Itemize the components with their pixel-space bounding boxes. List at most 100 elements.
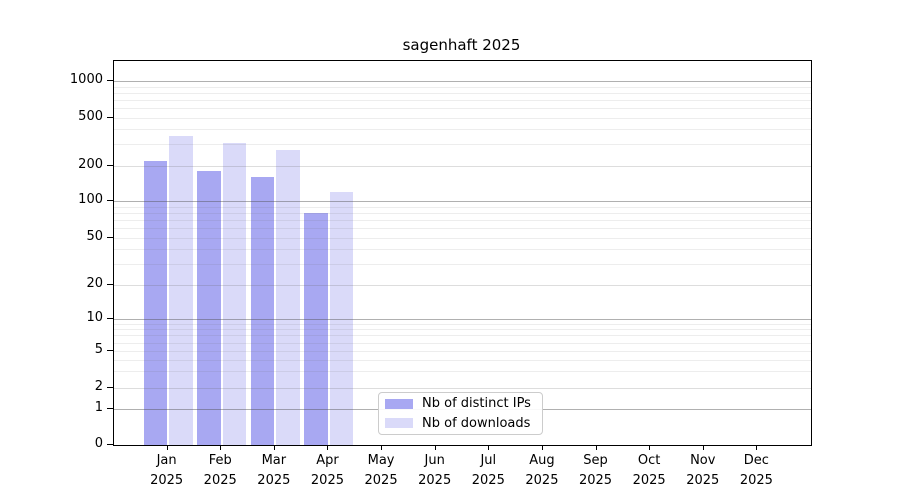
- gridline-y-70: [114, 219, 811, 221]
- y-tick-mark-50: [107, 236, 113, 238]
- legend-item-distinct-ips: Nb of distinct IPs: [385, 395, 536, 413]
- gridline-y-100: [114, 201, 811, 202]
- x-tick-mark-feb: [220, 445, 222, 450]
- y-tick-label-5: 5: [94, 342, 103, 357]
- gridline-y-4: [114, 359, 811, 361]
- gridline-y-2: [114, 387, 811, 389]
- x-tick-month: Nov: [690, 453, 716, 468]
- x-tick-month: Mar: [261, 453, 287, 468]
- x-tick-month: Aug: [529, 453, 555, 468]
- legend-label: Nb of distinct IPs: [422, 396, 531, 412]
- bar-distinct-ips-feb: [197, 171, 221, 445]
- gridline-y-10: [114, 318, 811, 320]
- x-tick-year: 2025: [739, 473, 773, 488]
- x-tick-label-aug: Aug 2025: [510, 451, 574, 491]
- gridline-y-600: [114, 108, 811, 110]
- bar-downloads-jan: [169, 136, 193, 445]
- gridline-y-9: [114, 323, 811, 325]
- gridline-y-200: [114, 165, 811, 167]
- chart-title: sagenhaft 2025: [402, 36, 521, 54]
- x-tick-mark-nov: [702, 445, 704, 450]
- x-tick-mark-may: [381, 445, 383, 450]
- x-tick-label-oct: Oct 2025: [617, 451, 681, 491]
- x-tick-label-jul: Jul 2025: [456, 451, 520, 491]
- x-tick-label-nov: Nov 2025: [671, 451, 735, 491]
- x-tick-label-sep: Sep 2025: [564, 451, 628, 491]
- gridline-y-8: [114, 329, 811, 331]
- y-tick-mark-20: [107, 284, 113, 286]
- x-tick-label-dec: Dec 2025: [724, 451, 788, 491]
- bar-distinct-ips-jan: [143, 160, 168, 445]
- y-tick-label-0: 0: [94, 436, 103, 451]
- x-tick-year: 2025: [418, 473, 452, 488]
- legend-swatch-icon: [385, 418, 413, 429]
- gridline-y-200: [114, 165, 811, 167]
- y-tick-mark-10: [107, 317, 113, 319]
- gridline-y-7: [114, 335, 811, 337]
- bar-distinct-ips-mar: [250, 177, 275, 445]
- y-tick-label-1000: 1000: [69, 72, 103, 87]
- x-tick-label-jan: Jan 2025: [135, 451, 199, 491]
- x-tick-month: Oct: [637, 453, 661, 468]
- x-tick-label-feb: Feb 2025: [188, 451, 252, 491]
- y-tick-mark-500: [107, 116, 113, 118]
- x-tick-mark-aug: [541, 445, 543, 450]
- legend-item-downloads: Nb of downloads: [385, 415, 536, 433]
- x-tick-mark-jan: [166, 445, 168, 450]
- x-tick-year: 2025: [578, 473, 613, 488]
- x-tick-mark-oct: [649, 445, 651, 450]
- y-tick-label-2: 2: [94, 378, 103, 394]
- y-tick-label-500: 500: [78, 108, 103, 124]
- gridline-y-6: [114, 342, 811, 344]
- bar-downloads-apr: [329, 191, 354, 445]
- y-tick-label-50: 50: [86, 228, 103, 244]
- x-tick-year: 2025: [310, 473, 344, 488]
- gridline-y-400: [114, 129, 811, 131]
- x-tick-mark-dec: [756, 445, 758, 450]
- y-tick-label-100: 100: [78, 192, 103, 207]
- x-tick-month: Dec: [743, 453, 769, 468]
- y-tick-label-1: 1: [94, 400, 103, 416]
- x-tick-year: 2025: [471, 473, 505, 488]
- gridline-y-5: [114, 351, 811, 352]
- x-tick-mark-mar: [273, 445, 275, 450]
- gridline-y-800: [114, 92, 811, 94]
- x-tick-mark-apr: [327, 445, 329, 450]
- legend-swatch-icon: [385, 398, 413, 409]
- x-tick-year: 2025: [364, 473, 398, 488]
- y-tick-mark-1000: [107, 80, 113, 81]
- gridline-y-20: [114, 285, 811, 287]
- y-tick-mark-2: [107, 386, 113, 388]
- gridline-y-60: [114, 228, 811, 230]
- gridline-y-90: [114, 206, 811, 208]
- gridline-y-1000: [114, 81, 811, 82]
- x-tick-year: 2025: [203, 473, 237, 488]
- x-tick-year: 2025: [525, 473, 559, 488]
- x-tick-label-mar: Mar 2025: [242, 451, 306, 491]
- gridline-y-3: [114, 371, 811, 373]
- y-tick-mark-100: [107, 200, 113, 201]
- x-tick-month: May: [367, 453, 395, 468]
- y-tick-mark-200: [107, 164, 113, 166]
- x-tick-year: 2025: [257, 473, 291, 488]
- y-tick-mark-0: [107, 444, 113, 445]
- bar-downloads-mar: [276, 149, 300, 445]
- gridline-y-900: [114, 86, 811, 88]
- bar-distinct-ips-apr: [304, 212, 328, 445]
- gridline-y-80: [114, 212, 811, 214]
- y-tick-label-10: 10: [86, 309, 103, 325]
- x-tick-year: 2025: [686, 473, 720, 488]
- x-tick-month: Feb: [208, 453, 232, 468]
- gridline-y-20: [114, 285, 811, 287]
- x-tick-mark-sep: [595, 445, 597, 450]
- y-tick-label-200: 200: [78, 156, 103, 172]
- y-tick-label-20: 20: [86, 276, 103, 292]
- x-tick-month: Apr: [316, 453, 339, 468]
- gridline-y-2: [114, 387, 811, 389]
- x-tick-label-jun: Jun 2025: [403, 451, 467, 491]
- legend: Nb of distinct IPs Nb of downloads: [378, 392, 543, 435]
- x-tick-mark-jul: [488, 445, 490, 450]
- y-tick-mark-1: [107, 408, 113, 410]
- y-tick-mark-5: [107, 350, 113, 351]
